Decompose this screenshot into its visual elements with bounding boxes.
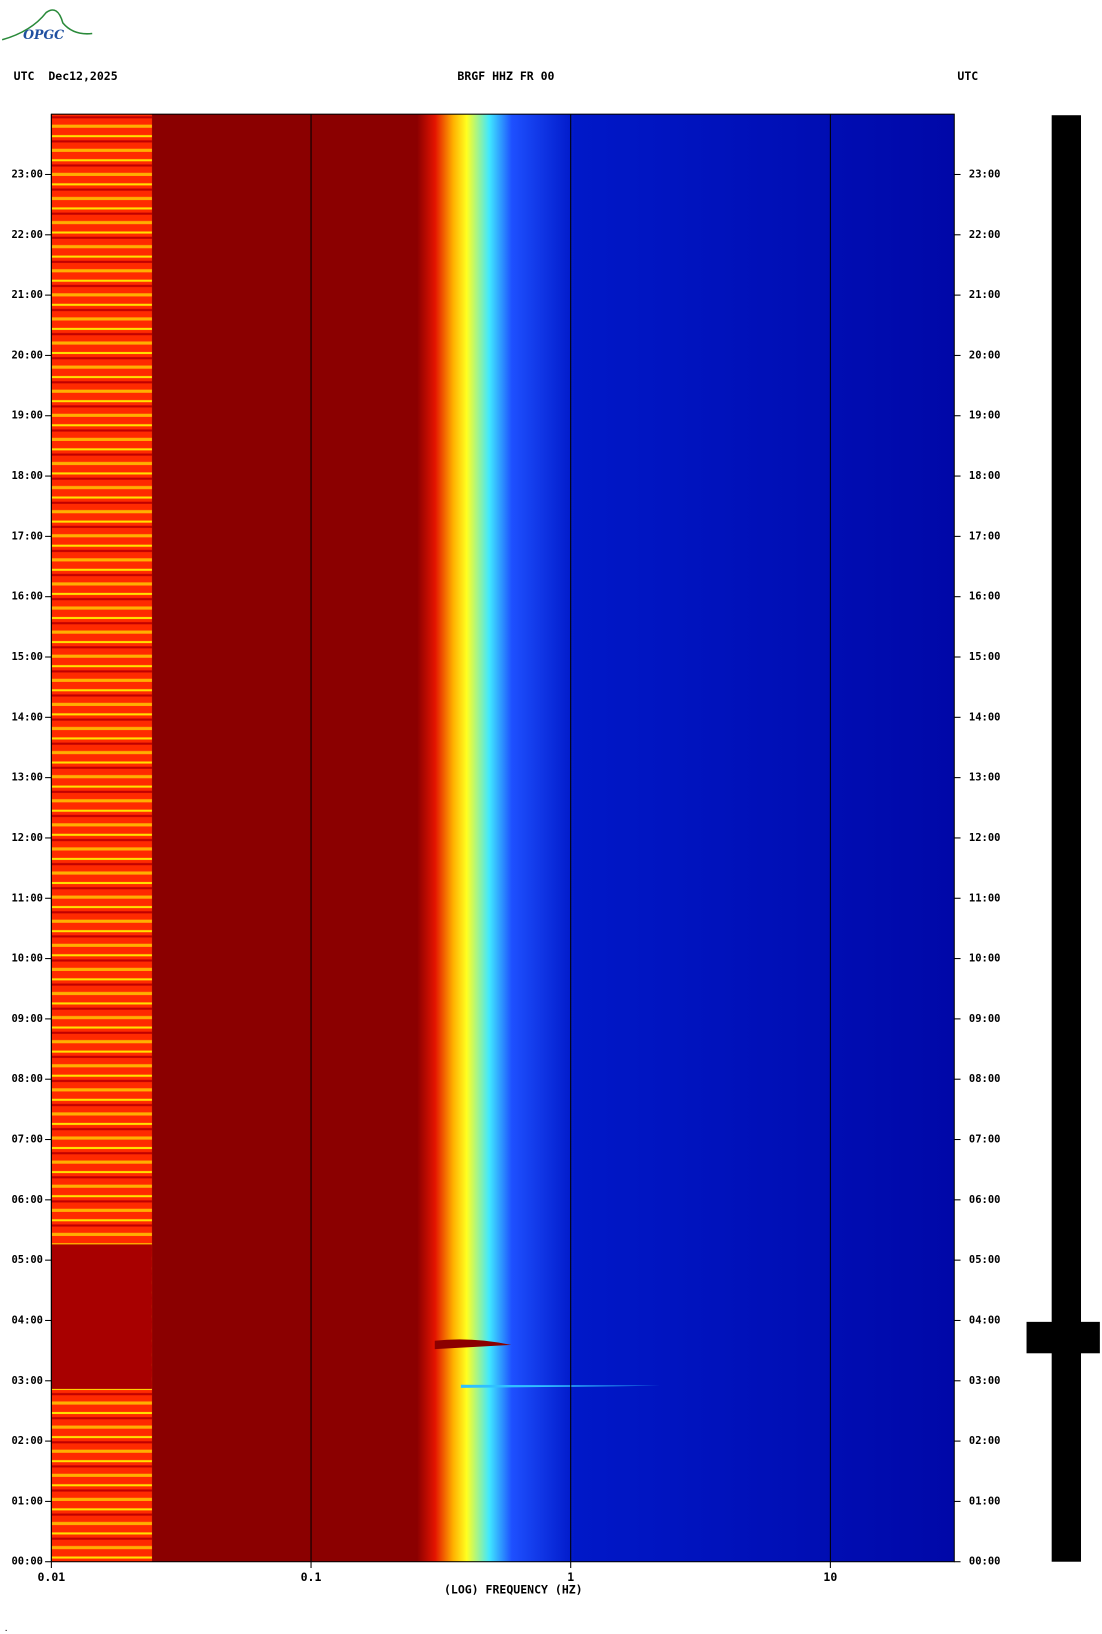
y-tick-label: 04:00: [11, 1314, 43, 1326]
right-header: UTC: [957, 69, 978, 83]
y-tick-label: 16:00: [969, 591, 1001, 603]
y-tick-label: 05:00: [11, 1254, 43, 1266]
y-tick-label: 22:00: [969, 229, 1001, 241]
y-tick-label: 18:00: [969, 470, 1001, 482]
x-tick-label: 1: [567, 1570, 574, 1584]
y-tick-label: 16:00: [11, 591, 43, 603]
logo: OPGC: [1, 9, 93, 42]
y-tick-label: 17:00: [11, 530, 43, 542]
y-tick-label: 07:00: [969, 1134, 1001, 1146]
y-tick-label: 03:00: [11, 1375, 43, 1387]
y-tick-label: 15:00: [969, 651, 1001, 663]
y-tick-label: 10:00: [11, 953, 43, 965]
y-tick-label: 00:00: [969, 1556, 1001, 1568]
y-tick-label: 15:00: [11, 651, 43, 663]
y-tick-label: 11:00: [969, 892, 1001, 904]
y-tick-label: 23:00: [969, 168, 1001, 180]
mark: .: [4, 1626, 8, 1633]
y-tick-label: 19:00: [11, 410, 43, 422]
y-tick-label: 21:00: [11, 289, 43, 301]
x-tick-label: 10: [823, 1570, 837, 1584]
event: [434, 1339, 512, 1350]
y-tick-label: 09:00: [969, 1013, 1001, 1025]
y-tick-label: 10:00: [969, 953, 1001, 965]
y-tick-label: 06:00: [969, 1194, 1001, 1206]
seismogram: [1026, 115, 1100, 1562]
y-tick-label: 02:00: [969, 1435, 1001, 1447]
y-tick-label: 20:00: [11, 349, 43, 361]
spectrogram-quiet: [51, 1244, 152, 1389]
y-tick-label: 01:00: [11, 1495, 43, 1507]
logo-text: OPGC: [23, 27, 64, 42]
trace-event: [1026, 1321, 1100, 1354]
y-tick-label: 07:00: [11, 1134, 43, 1146]
x-tick-label: 0.01: [38, 1570, 66, 1584]
y-tick-label: 21:00: [969, 289, 1001, 301]
y-tick-label: 20:00: [969, 349, 1001, 361]
y-tick-label: 14:00: [11, 711, 43, 723]
y-tick-label: 08:00: [11, 1073, 43, 1085]
y-tick-label: 12:00: [11, 832, 43, 844]
title: BRGF HHZ FR 00: [457, 69, 554, 83]
y-tick-label: 06:00: [11, 1194, 43, 1206]
event: [460, 1384, 660, 1388]
x-tick-label: 0.1: [301, 1570, 322, 1584]
y-tick-label: 19:00: [969, 410, 1001, 422]
y-tick-label: 08:00: [969, 1073, 1001, 1085]
y-tick-label: 18:00: [11, 470, 43, 482]
y-tick-label: 17:00: [969, 530, 1001, 542]
y-tick-label: 02:00: [11, 1435, 43, 1447]
y-tick-label: 14:00: [969, 711, 1001, 723]
y-tick-label: 12:00: [969, 832, 1001, 844]
left-header: UTC Dec12,2025: [14, 69, 118, 83]
spectrogram: [51, 114, 955, 1562]
y-tick-label: 11:00: [11, 892, 43, 904]
y-tick-label: 23:00: [11, 168, 43, 180]
x-axis-label: (LOG) FREQUENCY (HZ): [444, 1583, 583, 1597]
y-tick-label: 13:00: [969, 772, 1001, 784]
y-tick-label: 13:00: [11, 772, 43, 784]
y-tick-label: 05:00: [969, 1254, 1001, 1266]
y-tick-label: 22:00: [11, 229, 43, 241]
trace: [1051, 115, 1082, 1562]
y-tick-label: 00:00: [11, 1556, 43, 1568]
y-tick-label: 09:00: [11, 1013, 43, 1025]
y-tick-label: 01:00: [969, 1495, 1001, 1507]
y-tick-label: 03:00: [969, 1375, 1001, 1387]
y-tick-label: 04:00: [969, 1314, 1001, 1326]
